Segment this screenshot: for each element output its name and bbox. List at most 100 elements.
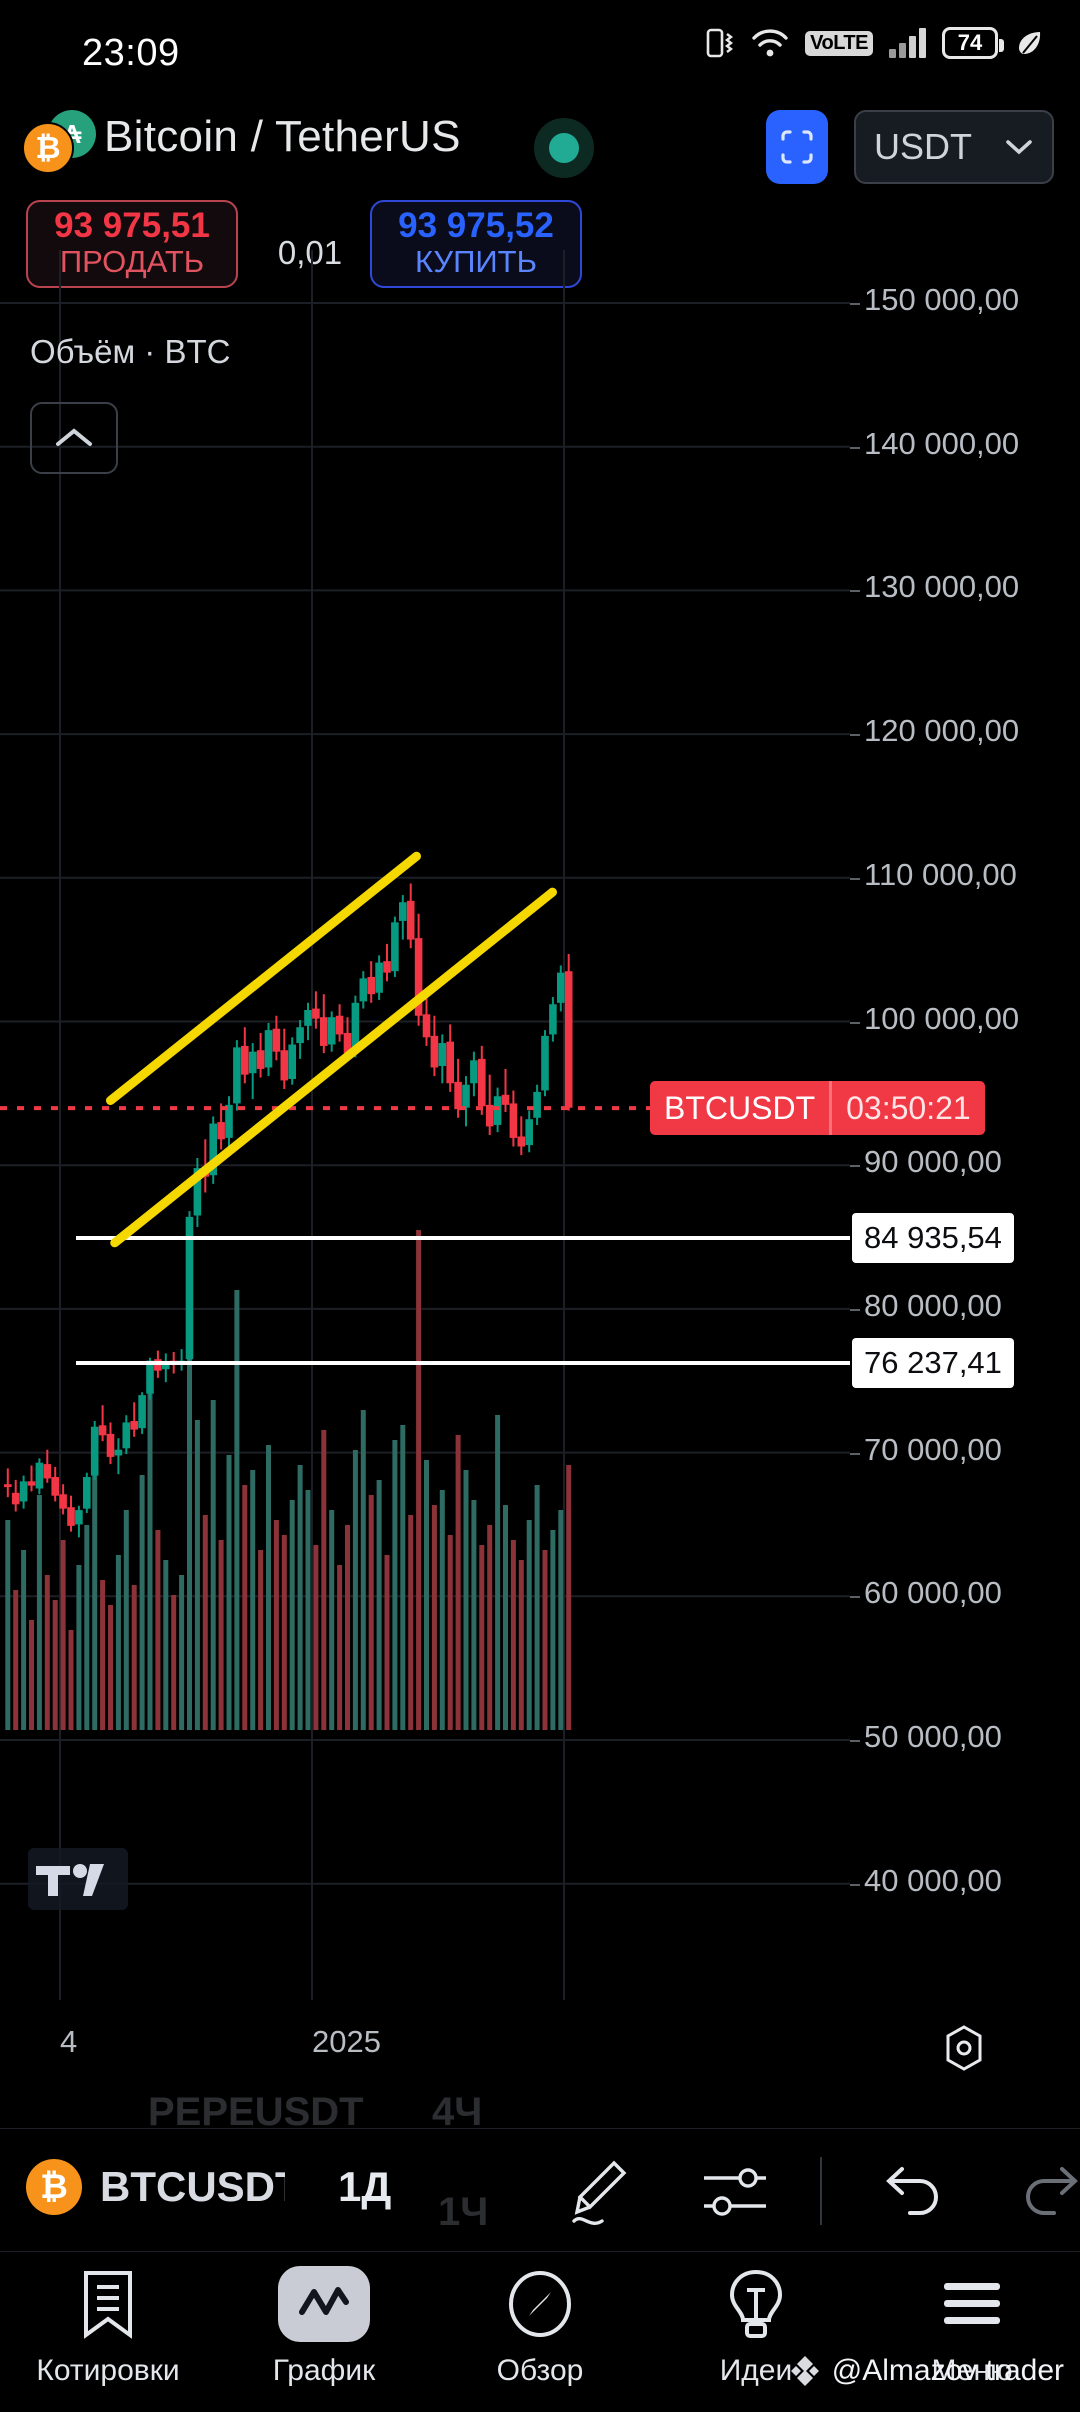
redo-icon [1026, 2167, 1078, 2215]
nav-item-label: Меню [931, 2354, 1013, 2387]
nav-item-котировки[interactable]: Котировки [0, 2266, 216, 2388]
axis-settings-icon[interactable] [938, 2022, 990, 2079]
price-axis-label: 120 000,00 [864, 713, 1020, 749]
sell-button[interactable]: 93 975,51 ПРОДАТЬ [26, 200, 238, 288]
sell-label: ПРОДАТЬ [59, 243, 205, 279]
axis-tick-mark [850, 446, 860, 449]
candlesticks [4, 883, 573, 1538]
nav-item-label: График [272, 2354, 376, 2387]
status-bar: 23:09 VoLTE 74 [0, 0, 1080, 86]
bottom-navigation: Котировки График Обзор Идеи Меню [0, 2252, 1080, 2412]
price-axis-label: 50 000,00 [864, 1719, 1002, 1754]
nav-item-меню[interactable]: Меню [864, 2266, 1080, 2388]
volume-bars [5, 1230, 572, 1730]
tradingview-logo [28, 1848, 128, 1915]
ghost-timeframe-above: 4Ч [432, 2090, 483, 2134]
ghost-symbol-option: PEPEUSDT [148, 2090, 364, 2134]
diamond-logo-icon [790, 2356, 819, 2386]
buy-price: 93 975,52 [398, 206, 554, 246]
current-price-symbol: BTCUSDT [650, 1081, 830, 1136]
compass-icon [494, 2266, 586, 2342]
author-watermark: @Almazov trader [786, 2352, 1064, 2390]
axis-tick-mark [850, 303, 860, 305]
indicator-sliders-icon [704, 2168, 766, 2216]
chevron-up-icon [56, 428, 92, 446]
axis-tick-mark [850, 1883, 860, 1886]
axis-tick-mark [850, 1740, 860, 1742]
hamburger-menu-icon [926, 2266, 1018, 2342]
market-open-indicator [534, 118, 594, 178]
chevron-down-icon [1006, 140, 1032, 155]
trade-buttons-row: 93 975,51 ПРОДАТЬ 0,01 93 975,52 КУПИТЬ [0, 200, 1080, 310]
chart-toolbar: ₿ BTCUSDT 1Д [0, 2128, 1080, 2252]
draw-pencil-icon [572, 2160, 627, 2225]
battery-icon: 74 [942, 27, 1004, 59]
live-dot-icon [549, 133, 579, 163]
buy-button[interactable]: 93 975,52 КУПИТЬ [370, 200, 582, 288]
toolbar-divider [820, 2157, 822, 2225]
chart-header: ₳ ₿ Bitcoin / TetherUS USDT [0, 86, 1080, 186]
toolbar-timeframe-button[interactable]: 1Д [338, 2163, 392, 2210]
axis-tick-mark [850, 1021, 860, 1024]
signal-bars [889, 28, 926, 58]
watermark-text: @Almazov trader [831, 2354, 1064, 2387]
price-axis-label: 110 000,00 [864, 856, 1017, 892]
watchlist-bookmark-icon [62, 2266, 154, 2342]
volte-badge: VoLTE [805, 30, 873, 56]
volume-indicator-legend[interactable]: Объём · BTC [30, 333, 231, 370]
trendline-channel [106, 851, 557, 1248]
price-axis-label: 100 000,00 [864, 1000, 1020, 1036]
bar-countdown: 03:50:21 [832, 1081, 985, 1136]
toolbar-symbol-button[interactable]: BTCUSDT [100, 2163, 285, 2210]
price-axis-label: 150 000,00 [864, 282, 1020, 317]
indicators-button[interactable] [700, 2159, 770, 2230]
price-level-badge[interactable]: 76 237,41 [852, 1337, 1014, 1388]
drawing-tools-button[interactable] [560, 2155, 632, 2240]
vibrate-icon [705, 26, 735, 60]
nav-item-label: Обзор [496, 2354, 584, 2387]
collapse-pane-button[interactable] [30, 402, 118, 474]
price-axis-label: 140 000,00 [864, 425, 1020, 461]
tag-divider [829, 1081, 833, 1136]
axis-tick-mark [850, 1165, 860, 1168]
fullscreen-scan-icon [781, 130, 813, 164]
nav-item-график[interactable]: График [216, 2266, 432, 2388]
current-price-tag[interactable]: BTCUSDT 03:50:21 [650, 1081, 985, 1136]
fullscreen-button[interactable] [766, 110, 828, 184]
price-axis-label: 80 000,00 [864, 1287, 1002, 1323]
status-clock: 23:09 [82, 32, 180, 74]
axis-tick-mark [850, 877, 860, 880]
toolbar-coin-icon: ₿ [26, 2159, 82, 2215]
nav-item-обзор[interactable]: Обзор [432, 2266, 648, 2388]
nav-item-идеи[interactable]: Идеи [648, 2266, 864, 2388]
axis-tick-mark [850, 590, 860, 593]
price-level-badge[interactable]: 84 935,54 [852, 1212, 1014, 1263]
ghost-timeframe-below: 1Ч [438, 2190, 489, 2234]
axis-tick-mark [850, 1596, 860, 1599]
horizontal-level-lines [0, 1106, 850, 1365]
redo-button[interactable] [1018, 2161, 1080, 2226]
lightbulb-icon [710, 2266, 802, 2342]
sell-price: 93 975,51 [54, 206, 210, 246]
chart-plot [0, 250, 850, 2000]
axis-tick-mark [850, 734, 860, 737]
axis-tick-mark [850, 1452, 860, 1455]
price-axis-label: 60 000,00 [864, 1575, 1002, 1611]
chart-canvas[interactable] [0, 250, 850, 2000]
pair-icons: ₳ ₿ [22, 110, 96, 174]
bitcoin-coin-icon: ₿ [22, 122, 74, 174]
price-axis-label: 130 000,00 [864, 569, 1020, 605]
axis-tick-mark [850, 1308, 860, 1311]
pair-title[interactable]: Bitcoin / TetherUS [104, 112, 461, 161]
price-axis[interactable]: 150 000,00 140 000,00 130 000,00 120 000,00… [850, 250, 1080, 2000]
eco-leaf-icon [1014, 28, 1044, 58]
time-axis-label: 2025 [312, 2024, 381, 2059]
time-axis[interactable]: 4 2025 [0, 2000, 1080, 2090]
quote-currency-select[interactable]: USDT [854, 110, 1054, 184]
undo-button[interactable] [880, 2161, 946, 2226]
buy-label: КУПИТЬ [415, 243, 537, 279]
chart-line-icon [278, 2266, 370, 2342]
price-axis-label: 90 000,00 [864, 1144, 1002, 1180]
undo-icon [886, 2167, 938, 2215]
